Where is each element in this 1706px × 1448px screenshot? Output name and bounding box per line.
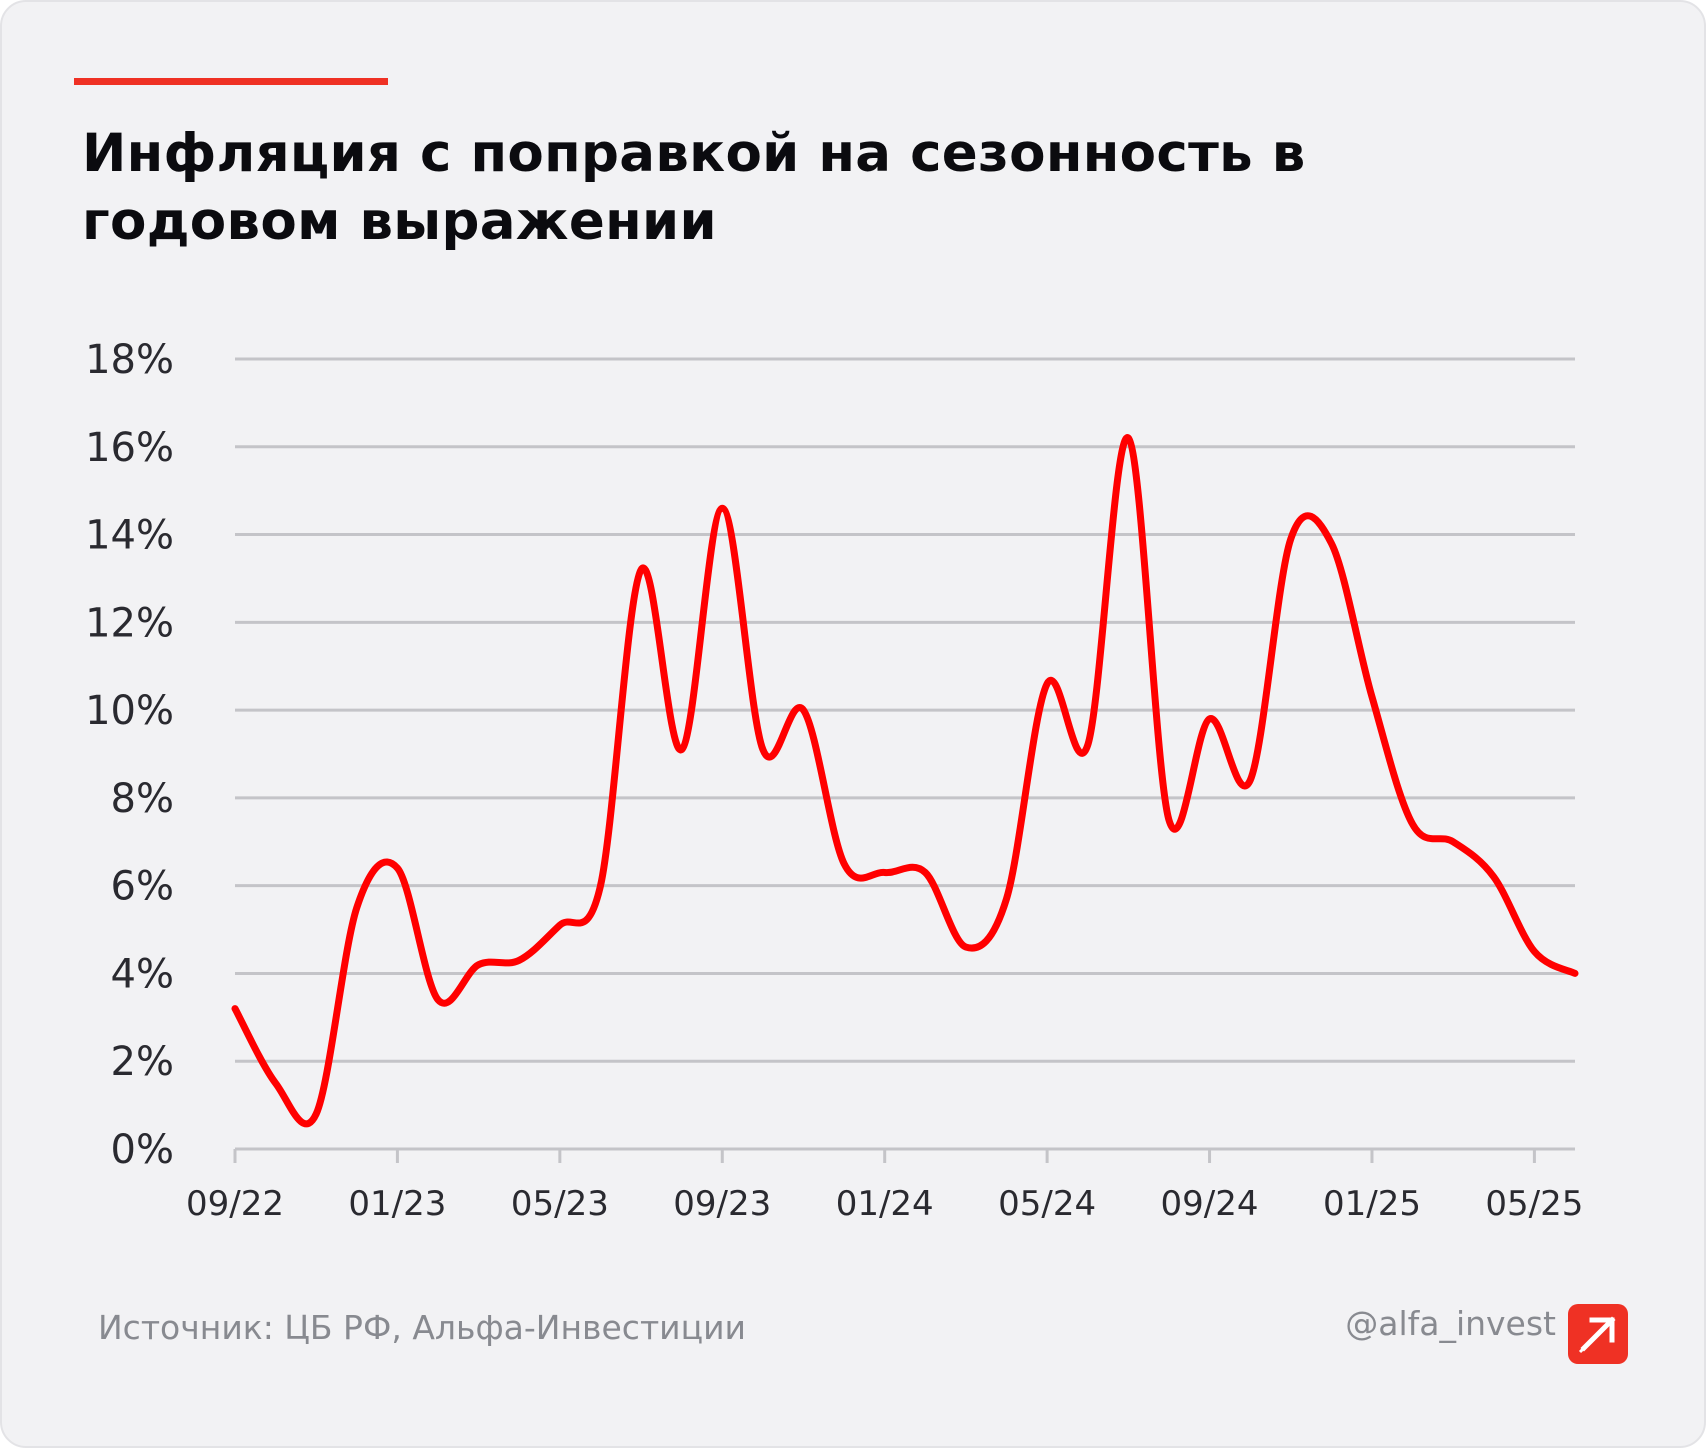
alfa-logo-icon [1568, 1304, 1628, 1364]
source-note: Источник: ЦБ РФ, Альфа-Инвестиции [98, 1308, 746, 1347]
series-line [231, 434, 1579, 1128]
title-line-1: Инфляция с поправкой на сезонность в [82, 123, 1306, 184]
x-tick-label: 09/23 [673, 1184, 771, 1224]
x-tick-label: 01/24 [836, 1184, 934, 1224]
x-tick-label: 09/24 [1161, 1184, 1259, 1224]
x-tick-label: 05/25 [1485, 1184, 1583, 1224]
y-tick-label: 16% [85, 425, 174, 471]
chart-title: Инфляция с поправкой на сезонность в год… [82, 120, 1482, 256]
x-tick-label: 05/24 [998, 1184, 1096, 1224]
y-tick-label: 2% [111, 1039, 174, 1085]
title-line-2: годовом выражении [82, 191, 717, 252]
y-tick-label: 10% [85, 688, 174, 734]
y-tick-label: 18% [85, 337, 174, 383]
y-tick-label: 8% [111, 776, 174, 822]
x-tick-label: 09/22 [186, 1184, 284, 1224]
x-tick-label: 01/23 [348, 1184, 446, 1224]
y-tick-label: 0% [111, 1127, 174, 1173]
y-tick-label: 12% [85, 600, 174, 646]
y-tick-label: 6% [111, 864, 174, 910]
accent-bar [74, 78, 388, 85]
y-tick-label: 14% [85, 513, 174, 559]
x-tick-label: 05/23 [511, 1184, 609, 1224]
y-tick-label: 4% [111, 951, 174, 997]
x-tick-label: 01/25 [1323, 1184, 1421, 1224]
social-handle: @alfa_invest [1345, 1304, 1556, 1343]
